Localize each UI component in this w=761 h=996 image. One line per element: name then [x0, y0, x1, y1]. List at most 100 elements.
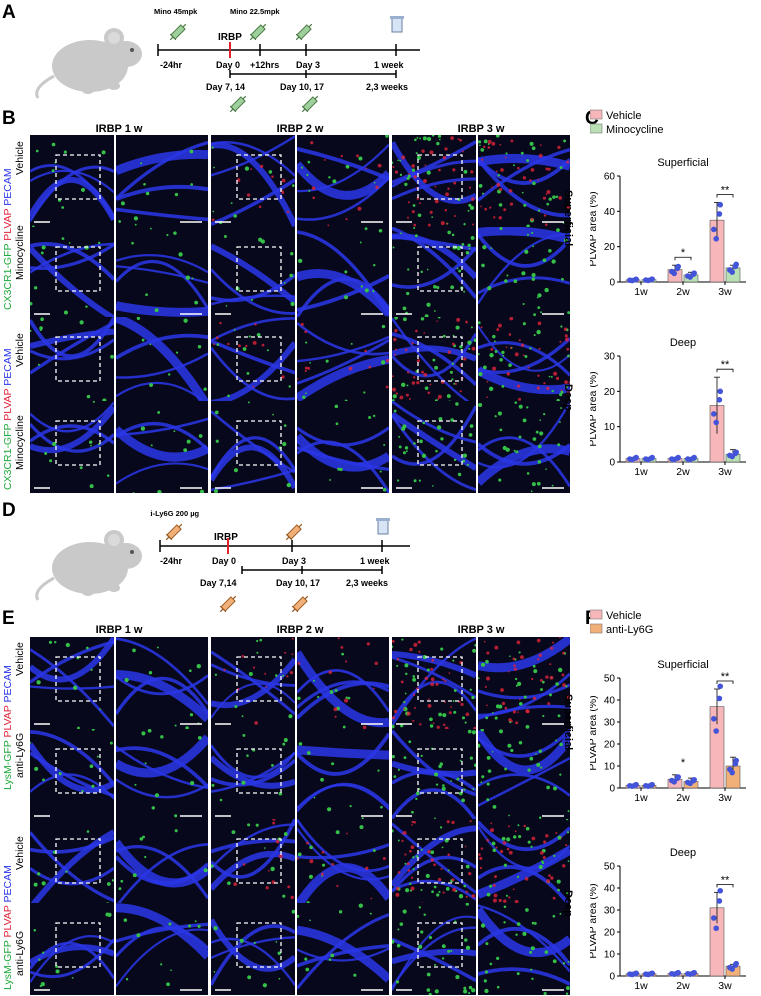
data-point — [633, 276, 639, 283]
data-point — [649, 454, 655, 461]
timeline-tick: -24hr — [160, 60, 183, 70]
micrograph — [211, 317, 295, 409]
micrograph-zoom — [478, 317, 570, 409]
y-axis-label: PLVAP area (%) — [590, 371, 599, 446]
timeline-tick: Day 7, 14 — [206, 82, 245, 92]
panel-label-e: E — [2, 608, 15, 629]
data-point — [691, 454, 697, 461]
data-point — [675, 774, 681, 780]
data-point — [675, 454, 681, 461]
data-point — [675, 263, 681, 270]
significance-label: * — [681, 757, 686, 769]
mouse-icon — [35, 530, 142, 601]
group-label: Minocycline — [14, 225, 26, 280]
data-point — [716, 898, 723, 904]
panel-label-b: B — [2, 108, 16, 129]
group-label: Minocycline — [14, 415, 26, 470]
data-point — [717, 201, 723, 208]
micrograph-zoom — [478, 637, 570, 729]
micrograph — [30, 227, 114, 319]
y-tick-label: 30 — [604, 352, 616, 363]
timeline-top-label: Mino 45mpk — [154, 7, 198, 16]
panel-label-d: D — [2, 500, 16, 521]
syringe-icon — [282, 520, 306, 544]
timeline-tick: +12hrs — [250, 60, 279, 70]
y-axis-label: PLVAP area (%) — [590, 883, 599, 958]
timeline-d: Anti-Ly6G 200 µg IRBP -24hr Day 0 Day 3 … — [150, 509, 410, 616]
y-tick-label: 10 — [604, 950, 616, 961]
syringe-icon — [162, 520, 186, 544]
data-point — [729, 269, 735, 275]
y-tick-label: 30 — [604, 718, 616, 729]
data-point — [687, 780, 693, 787]
group-label: Vehicle — [14, 642, 26, 676]
data-point — [691, 776, 697, 783]
y-tick-label: 40 — [604, 696, 616, 707]
micrograph — [392, 637, 476, 729]
micrograph-zoom — [478, 227, 570, 319]
y-tick-label: 0 — [609, 278, 615, 289]
group-label: Vehicle — [14, 141, 26, 175]
x-tick-label: 3w — [718, 792, 732, 804]
mouse-icon — [35, 28, 142, 99]
x-tick-label: 2w — [676, 286, 690, 298]
column-header: IRBP 3 w — [457, 624, 505, 636]
data-point — [633, 970, 639, 977]
micrograph-zoom — [297, 401, 389, 493]
layer-label: Deep — [562, 890, 574, 917]
micrograph — [392, 401, 476, 493]
timeline-tick: 2,3 weeks — [366, 82, 408, 92]
micrograph — [30, 637, 114, 729]
column-header: IRBP 2 w — [276, 624, 324, 636]
timeline-event: IRBP — [218, 32, 242, 43]
legend-label: Minocycline — [606, 124, 663, 136]
micrograph — [30, 317, 114, 409]
significance-bracket — [674, 256, 692, 261]
data-point — [671, 270, 677, 277]
data-point — [675, 969, 681, 976]
data-point — [717, 388, 723, 395]
panel-label-a: A — [2, 2, 16, 23]
data-point — [633, 454, 639, 461]
data-point — [691, 969, 697, 976]
data-point — [713, 235, 719, 242]
data-point — [717, 683, 723, 690]
significance-label: * — [681, 247, 686, 259]
timeline-a: Mino 45mpk Mino 22.5mpk IRBP -24hr Day 0… — [154, 7, 420, 116]
data-point — [716, 397, 723, 403]
legend-label: Vehicle — [606, 110, 641, 122]
micrograph — [211, 401, 295, 493]
micrograph — [211, 637, 295, 729]
group-label: Vehicle — [14, 333, 26, 367]
chart-title: Superficial — [657, 157, 708, 169]
micrograph-zoom — [116, 317, 208, 409]
micrograph-zoom — [297, 819, 389, 911]
micrograph-zoom — [297, 135, 389, 227]
legend-label: Vehicle — [606, 610, 641, 622]
syringe-icon — [216, 592, 240, 616]
data-point — [711, 716, 717, 722]
timeline-top-label: Anti-Ly6G 200 µg — [150, 509, 200, 518]
data-point — [711, 411, 717, 417]
stain-label: CX3CR1-GFP PLVAP PECAM — [2, 348, 14, 490]
column-header: IRBP 1 w — [95, 123, 143, 135]
micrograph-zoom — [297, 637, 389, 729]
micrograph — [211, 903, 295, 995]
syringe-icon — [292, 20, 316, 44]
micrograph — [392, 135, 476, 227]
data-point — [717, 887, 723, 894]
micrograph — [30, 401, 114, 493]
y-tick-label: 50 — [604, 674, 616, 685]
timeline-tick: Day 7,14 — [200, 578, 237, 588]
timeline-tick: Day 10, 17 — [276, 578, 320, 588]
timeline-tick: Day 10, 17 — [280, 82, 324, 92]
data-point — [711, 915, 717, 921]
micrograph-zoom — [116, 903, 208, 995]
x-tick-label: 1w — [634, 980, 648, 992]
legend-swatch — [590, 609, 603, 620]
micrograph-zoom — [297, 227, 389, 319]
micrograph-zoom — [116, 729, 208, 821]
data-point — [733, 449, 739, 456]
data-point — [713, 925, 719, 932]
syringe-icon — [226, 92, 250, 116]
